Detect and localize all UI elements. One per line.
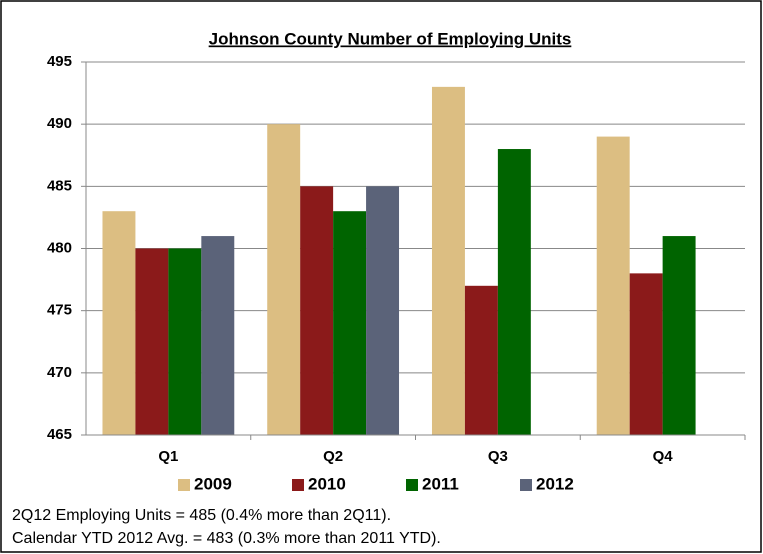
x-tick-label: Q3 — [488, 448, 508, 465]
x-tick-label: Q1 — [158, 448, 178, 465]
y-tick-label: 465 — [47, 426, 72, 443]
x-tick-label: Q4 — [653, 448, 674, 465]
legend-swatch — [178, 479, 190, 491]
bar — [102, 211, 136, 435]
bar — [596, 136, 630, 435]
legend-swatch — [292, 479, 304, 491]
bar — [662, 236, 696, 435]
bar — [464, 285, 498, 435]
x-tick-label: Q2 — [323, 448, 343, 465]
legend-label: 2009 — [194, 474, 232, 493]
y-tick-label: 485 — [47, 177, 72, 194]
bar — [629, 273, 663, 435]
y-tick-label: 475 — [47, 302, 72, 319]
chart-title: Johnson County Number of Employing Units — [209, 29, 572, 48]
bar — [497, 149, 531, 436]
y-tick-label: 495 — [47, 53, 72, 70]
bar — [135, 248, 169, 435]
legend-label: 2010 — [308, 474, 346, 493]
y-tick-label: 470 — [47, 364, 72, 381]
legend-swatch — [520, 479, 532, 491]
y-tick-label: 490 — [47, 115, 72, 132]
bar — [201, 236, 235, 435]
note: 2Q12 Employing Units = 485 (0.4% more th… — [12, 507, 391, 524]
legend-label: 2012 — [536, 474, 574, 493]
note: Calendar YTD 2012 Avg. = 483 (0.3% more … — [12, 530, 441, 547]
bar — [431, 86, 465, 435]
legend-swatch — [406, 479, 418, 491]
bar — [333, 211, 367, 435]
bar — [168, 248, 202, 435]
y-tick-label: 480 — [47, 239, 72, 256]
legend-label: 2011 — [422, 474, 459, 493]
bar — [366, 186, 400, 435]
bar — [300, 186, 334, 435]
bar — [267, 124, 301, 436]
